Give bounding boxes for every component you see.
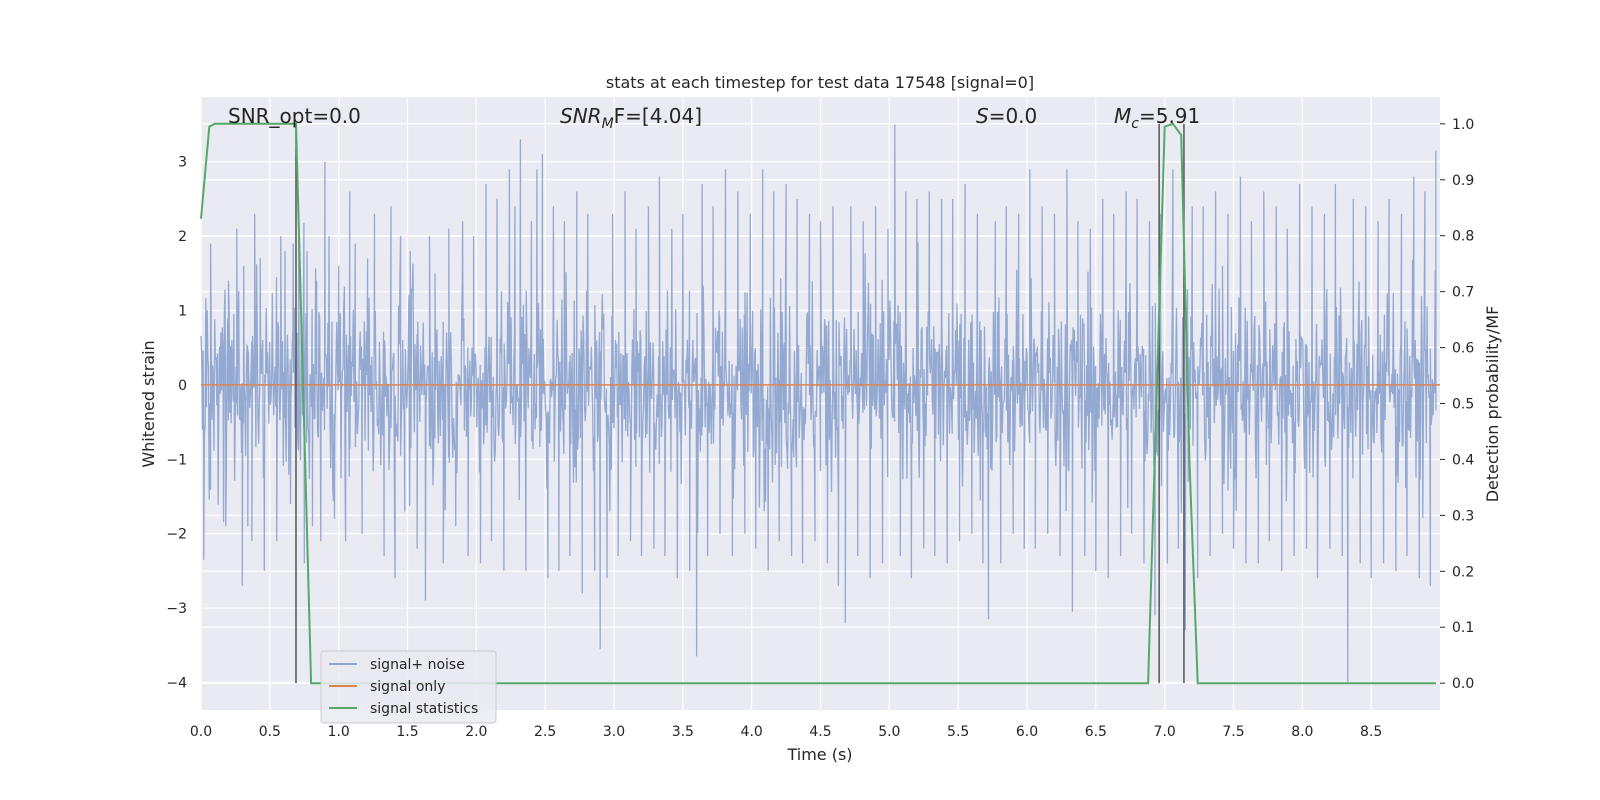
annotation-mc-rest: =5.91 [1139, 104, 1200, 128]
x-tick-label: 0.5 [259, 724, 281, 740]
x-tick-label: 4.5 [809, 724, 831, 740]
y2-tick-label: 0.6 [1452, 341, 1474, 357]
x-tick-label: 8.0 [1291, 724, 1313, 740]
y2-tick-label: 0.8 [1452, 229, 1474, 245]
y2-axis-ticks: 0.0 0.1 0.2 0.3 0.4 0.5 0.6 0.7 0.8 0.9 1.0 [1440, 117, 1474, 692]
legend-label-signal-noise: signal+ noise [370, 657, 465, 673]
x-tick-label: 1.0 [328, 724, 350, 740]
x-tick-label: 5.5 [947, 724, 969, 740]
series-line-signal-noise [200, 124, 1437, 683]
series-line-signal-statistics [200, 122, 1436, 685]
series-signal-noise [200, 124, 1437, 683]
legend-box [320, 650, 497, 724]
legend-label-signal-only: signal only [370, 679, 445, 695]
x-axis-label: Time (s) [786, 745, 852, 764]
x-tick-label: 1.5 [396, 724, 418, 740]
y2-tick-label: 0.7 [1452, 285, 1474, 301]
x-tick-label: 6.0 [1016, 724, 1038, 740]
y-tick-label: −3 [166, 601, 187, 617]
annotation-mc-sub: c [1131, 116, 1139, 132]
y2-tick-label: 0.0 [1452, 676, 1474, 692]
annotation-snr-mf: SNRMF=[4.04] [560, 104, 702, 132]
y-tick-label: 0 [178, 378, 187, 394]
chart-title: stats at each timestep for test data 175… [606, 73, 1034, 92]
x-tick-label: 0.0 [190, 724, 212, 740]
annotation-snr-mf-sub: M [602, 116, 614, 132]
legend-label-signal-statistics: signal statistics [370, 701, 478, 717]
annotation-snr-mf-rest: F=[4.04] [614, 104, 702, 128]
y2-tick-label: 0.9 [1452, 173, 1474, 189]
y-tick-label: 2 [178, 229, 187, 245]
annotation-mc-main: M [1114, 104, 1131, 128]
x-tick-label: 7.0 [1154, 724, 1176, 740]
x-tick-label: 2.5 [534, 724, 556, 740]
x-tick-label: 5.0 [878, 724, 900, 740]
annotation-s: S=0.0 [976, 104, 1037, 128]
y-tick-label: 3 [178, 155, 187, 171]
y2-tick-label: 0.1 [1452, 620, 1474, 636]
y2-axis-label: Detection probability/MF [1483, 306, 1502, 503]
y2-tick-label: 0.3 [1452, 508, 1474, 524]
x-tick-label: 3.5 [672, 724, 694, 740]
y2-tick-label: 0.4 [1452, 452, 1474, 468]
y2-tick-label: 0.5 [1452, 397, 1474, 413]
y2-tick-label: 0.2 [1452, 564, 1474, 580]
y-tick-label: −1 [166, 452, 187, 468]
annotation-s-main: S [976, 104, 989, 128]
x-tick-label: 4.0 [741, 724, 763, 740]
series-signal-statistics [200, 122, 1436, 685]
y-tick-label: −2 [166, 527, 187, 543]
x-tick-label: 3.0 [603, 724, 625, 740]
annotation-mc: Mc=5.91 [1114, 104, 1200, 132]
y-axis-ticks: −4 −3 −2 −1 0 1 2 3 [166, 155, 187, 692]
y-axis-label: Whitened strain [139, 340, 158, 467]
x-tick-label: 2.0 [465, 724, 487, 740]
x-tick-label: 7.5 [1222, 724, 1244, 740]
x-tick-label: 8.5 [1360, 724, 1382, 740]
legend: signal+ noise signal only signal statist… [320, 650, 497, 724]
x-axis-ticks: 0.0 0.5 1.0 1.5 2.0 2.5 3.0 3.5 4.0 4.5 5.0 5.5 6.0 6… [190, 724, 1382, 740]
annotation-snr-mf-base: SNR [560, 104, 602, 128]
y-tick-label: −4 [166, 675, 187, 691]
y-tick-label: 1 [178, 304, 187, 320]
annotation-s-rest: =0.0 [989, 104, 1038, 128]
y2-tick-label: 1.0 [1452, 117, 1474, 133]
annotation-snr-opt: SNR_opt=0.0 [228, 104, 361, 128]
x-tick-label: 6.5 [1085, 724, 1107, 740]
